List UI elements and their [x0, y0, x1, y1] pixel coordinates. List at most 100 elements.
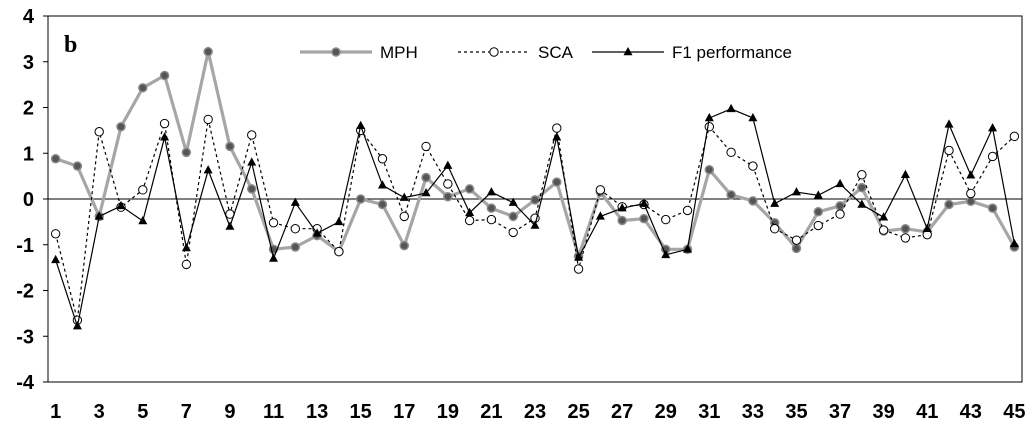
legend: MPH SCA F1 performance	[300, 43, 792, 62]
data-point	[900, 223, 911, 234]
data-point	[138, 185, 148, 195]
series-f1-performance	[51, 103, 1019, 330]
data-point	[203, 165, 213, 174]
data-point	[508, 211, 518, 222]
legend-label: SCA	[538, 43, 574, 62]
legend-label: F1 performance	[672, 43, 792, 62]
data-point	[160, 132, 170, 141]
data-point	[617, 215, 627, 226]
data-point	[1009, 131, 1020, 142]
data-point	[421, 188, 431, 197]
data-point	[704, 122, 715, 132]
data-point	[770, 198, 780, 207]
x-tick-label: 21	[480, 401, 502, 423]
data-point	[464, 215, 475, 226]
data-point	[573, 264, 584, 274]
data-point	[639, 213, 649, 224]
data-point	[116, 200, 126, 210]
data-point	[813, 190, 823, 199]
y-tick-labels: 4 3 2 1 0 -1 -2 -3 -4	[16, 6, 35, 394]
data-point	[159, 118, 170, 129]
data-point	[421, 141, 431, 152]
data-point	[900, 169, 910, 179]
data-point	[639, 198, 649, 207]
data-point	[399, 240, 410, 251]
data-point	[94, 211, 104, 220]
data-point	[246, 184, 257, 194]
data-point	[769, 224, 780, 234]
data-point	[247, 157, 257, 166]
data-point	[726, 103, 736, 113]
data-point	[944, 199, 954, 210]
x-tick-label: 27	[611, 401, 633, 423]
data-point	[726, 190, 736, 200]
y-tick-label: -3	[16, 326, 34, 348]
data-point	[290, 242, 301, 252]
x-tick-label: 23	[524, 401, 546, 423]
data-point	[290, 197, 300, 206]
panel-label: b	[64, 32, 77, 58]
data-point	[443, 160, 453, 169]
data-point	[94, 127, 104, 137]
data-point	[399, 192, 409, 201]
x-tick-label: 25	[567, 401, 589, 423]
data-point	[443, 191, 453, 202]
x-tick-label: 17	[393, 401, 415, 423]
data-point	[486, 214, 497, 225]
data-point	[464, 184, 475, 194]
data-point	[269, 253, 279, 262]
x-tick-label: 31	[698, 401, 720, 423]
data-point	[116, 121, 126, 132]
y-tick-label: 0	[23, 189, 34, 211]
data-point	[138, 83, 148, 93]
data-point	[595, 211, 605, 220]
data-point	[334, 246, 344, 257]
data-point	[835, 178, 845, 188]
data-point	[377, 154, 388, 164]
legend-marker	[623, 47, 633, 56]
data-point	[421, 172, 431, 183]
data-point	[704, 113, 714, 122]
data-point	[268, 218, 279, 228]
data-point	[334, 216, 344, 226]
data-point	[748, 196, 758, 206]
data-point	[857, 199, 867, 208]
series-lines	[50, 46, 1020, 330]
x-tick-label: 37	[829, 401, 851, 423]
data-point	[791, 187, 801, 196]
data-point	[791, 235, 802, 245]
data-point	[377, 199, 388, 210]
x-tick-label: 29	[655, 401, 677, 423]
x-tick-labels: 1 3 5 7 9 11 13 15 17 19 21 23 25 27 29 31 33 35 37 39 41 43 4…	[50, 401, 1025, 423]
data-point	[50, 229, 61, 239]
data-point	[791, 243, 802, 254]
data-point	[813, 220, 823, 231]
y-tick-label: -1	[16, 235, 34, 257]
y-tick-label: 1	[23, 143, 34, 165]
data-point	[1009, 238, 1019, 248]
data-point	[748, 113, 758, 122]
data-point	[966, 188, 976, 199]
data-point	[203, 114, 213, 125]
data-point	[508, 227, 518, 238]
y-tick-label: -2	[16, 281, 34, 303]
data-point	[552, 177, 562, 187]
x-tick-label: 39	[873, 401, 895, 423]
data-point	[879, 212, 889, 221]
data-point	[574, 252, 584, 261]
data-point	[682, 205, 693, 216]
data-point	[857, 182, 867, 193]
data-point	[835, 209, 845, 219]
data-point	[944, 119, 954, 128]
data-point	[50, 153, 61, 164]
data-point	[138, 215, 148, 225]
data-point	[51, 254, 61, 264]
data-point	[988, 123, 998, 132]
y-tick-label: 3	[23, 52, 34, 74]
data-point	[508, 197, 518, 206]
x-tick-label: 13	[306, 401, 328, 423]
data-point	[290, 224, 301, 234]
legend-item: F1 performance	[592, 43, 792, 62]
data-point	[443, 179, 453, 189]
